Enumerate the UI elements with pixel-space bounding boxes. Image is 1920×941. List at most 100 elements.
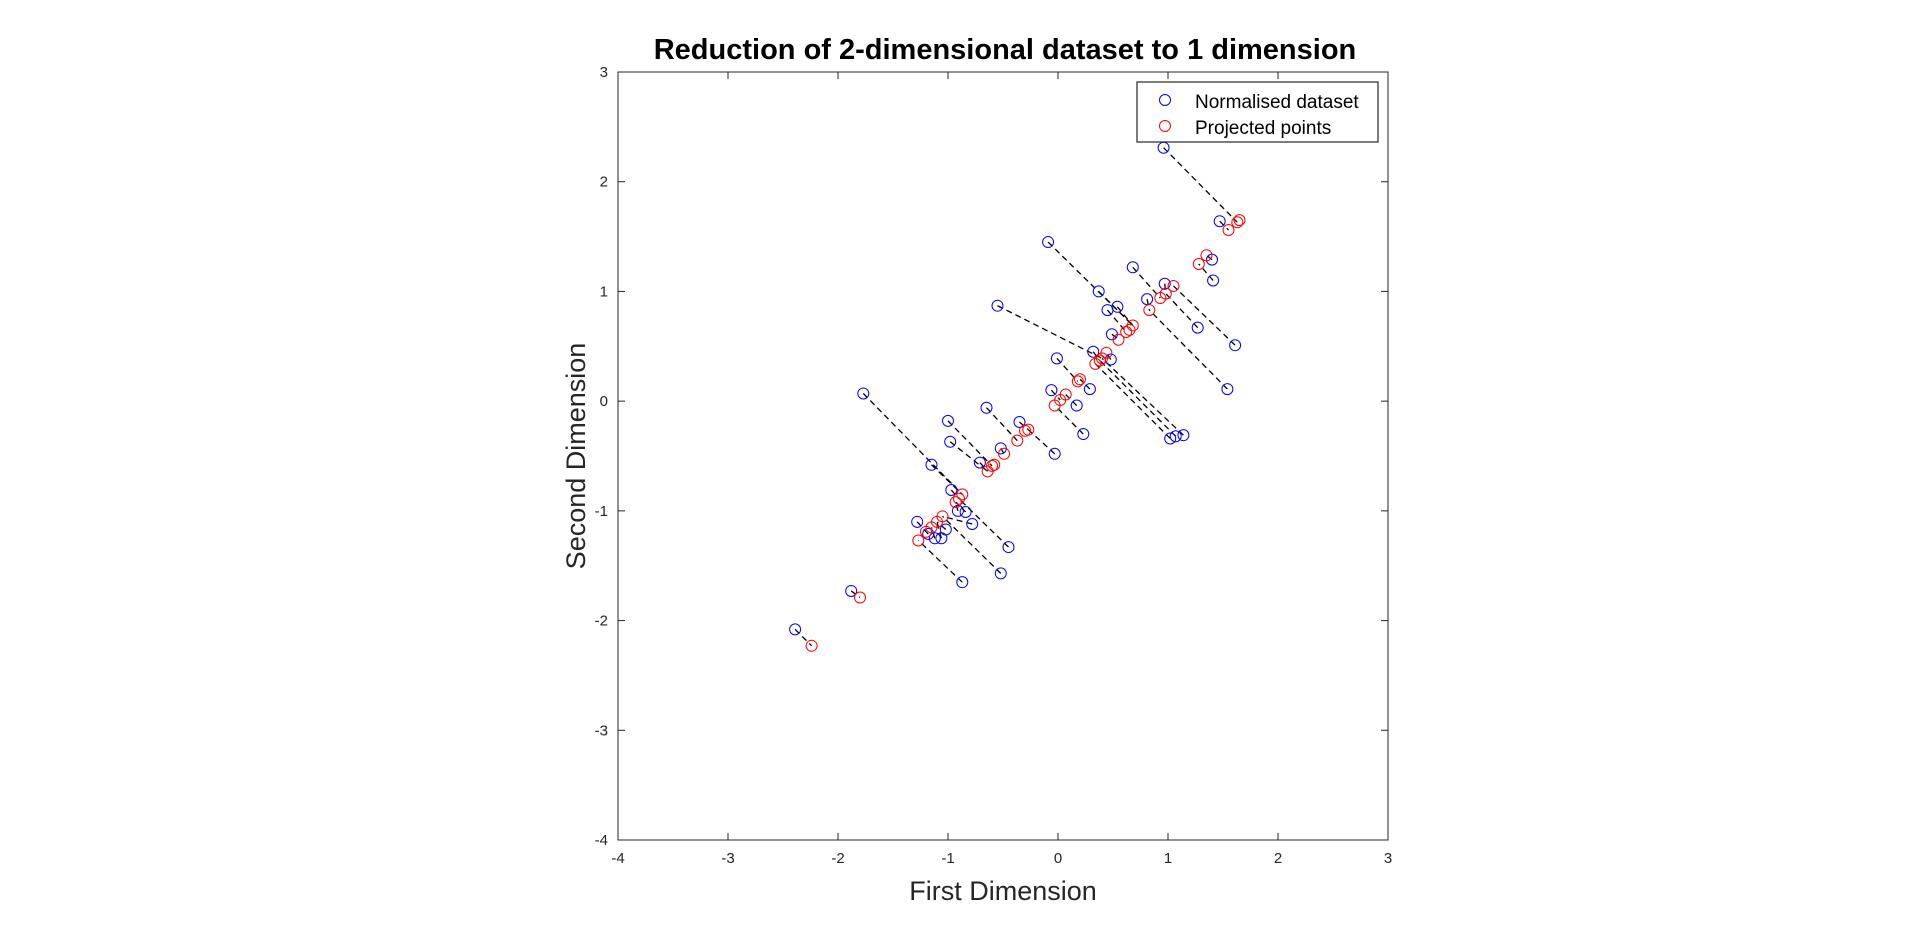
normalised-point-43 [1191,321,1204,334]
legend-marker-projected [1159,120,1171,132]
projection-line-32 [1107,309,1127,333]
legend-marker-normalised [1159,94,1171,106]
projected-point-8 [953,492,965,505]
normalised-point-5 [925,458,938,471]
projected-point-33 [1167,279,1180,292]
normalised-point-21 [1002,541,1015,554]
projection-line-38 [1163,147,1238,223]
plot-frame [617,71,1389,841]
x-tick-label-3: -1 [941,850,954,867]
projected-point-14 [1011,434,1024,447]
projection-line-7 [936,521,943,539]
projection-line-35 [1116,306,1134,326]
normalised-point-17 [980,401,993,414]
projected-point-9 [956,488,969,501]
normalised-point-35 [1111,300,1124,313]
normalised-dataset-points [789,141,1242,636]
normalised-point-42 [1177,429,1190,442]
projected-point-34 [1192,258,1205,270]
normalised-point-22 [1013,415,1026,428]
projected-point-16 [1022,423,1035,436]
projected-point-25 [1100,346,1113,359]
projected-point-36 [1222,223,1235,236]
projection-line-31 [1098,290,1134,326]
projected-point-29 [1126,319,1139,332]
normalised-point-16 [973,456,986,469]
projected-point-11 [986,459,998,472]
normalised-point-45 [1207,274,1220,287]
normalised-point-40 [1164,432,1177,445]
x-tick-label-5: 1 [1164,850,1172,867]
projection-line-33 [1105,352,1112,360]
projected-point-7 [949,496,962,509]
normalised-point-28 [1077,428,1090,441]
projected-point-32 [1159,287,1172,300]
projected-point-35 [1200,249,1213,262]
normalised-point-2 [857,387,870,400]
normalised-point-46 [1213,215,1226,228]
projected-point-13 [998,447,1011,460]
normalised-point-25 [1048,447,1061,460]
x-tick-label-2: -2 [831,850,844,867]
projection-line-41 [1099,360,1177,437]
projection-line-43 [1165,293,1199,329]
projection-line-28 [1054,405,1084,435]
normalised-point-18 [991,299,1004,312]
projection-line-17 [986,407,1018,442]
normalised-point-4 [922,527,935,540]
projected-point-2 [912,534,925,547]
normalised-point-15 [966,518,979,531]
normalised-point-20 [994,567,1007,580]
normalised-point-30 [1087,345,1100,358]
y-tick-label-2: 1 [600,283,608,300]
projection-line-36 [1132,266,1161,299]
projected-point-12 [988,458,1001,471]
normalised-point-0 [789,623,802,636]
projection-line-4 [925,531,929,535]
projected-point-19 [1059,388,1072,401]
projected-point-37 [1231,216,1244,229]
normalised-point-12 [951,504,964,517]
normalised-point-48 [1229,339,1242,352]
normalised-point-39 [1158,277,1171,290]
projection-line-0 [794,628,813,647]
normalised-point-3 [911,515,924,528]
x-axis-ticks: -4 -3 -2 -1 0 1 2 3 [611,72,1392,867]
x-tick-label-0: -4 [611,850,624,867]
normalised-point-11 [945,484,958,497]
normalised-point-8 [939,523,952,536]
projection-line-13 [917,540,963,583]
y-tick-label-5: -2 [595,613,608,630]
y-tick-label-7: -4 [595,832,608,849]
y-axis-ticks: 3 2 1 0 -1 -2 -3 -4 [595,64,1388,849]
normalised-point-47 [1221,383,1234,396]
legend-label-projected: Projected points [1195,118,1331,139]
projection-line-24 [1050,389,1061,401]
projected-point-38 [1233,214,1246,227]
legend: Normalised dataset Projected points [1136,81,1379,143]
normalised-point-27 [1070,399,1083,412]
projection-line-9 [947,420,993,467]
normalised-point-10 [944,435,957,448]
projection-line-42 [1101,357,1184,436]
x-tick-label-1: -3 [721,850,734,867]
projection-line-2 [862,393,963,495]
projected-point-23 [1093,354,1106,367]
normalised-point-1 [845,584,858,597]
normalised-point-31 [1092,285,1105,298]
projection-line-27 [1065,394,1078,406]
y-tick-label-0: 3 [600,64,608,81]
y-tick-label-4: -1 [595,503,608,520]
projection-line-10 [949,441,989,472]
projected-point-20 [1071,375,1084,388]
normalised-point-41 [1169,430,1182,443]
projected-point-0 [805,639,818,652]
projection-line-45 [1198,263,1214,281]
projected-point-21 [1074,373,1086,386]
y-axis-label: Second Dimension [561,343,591,570]
projection-line-47 [1148,309,1228,390]
plot-area [618,72,1388,840]
y-tick-label-1: 2 [600,174,608,191]
normalised-point-24 [1045,384,1058,397]
